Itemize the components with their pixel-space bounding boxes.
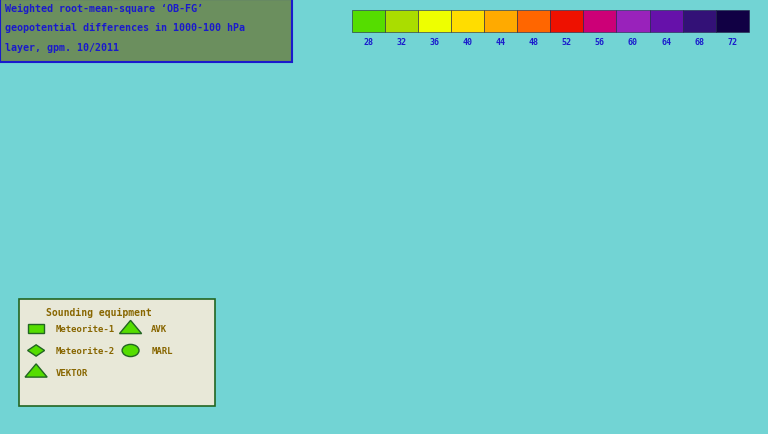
Ellipse shape <box>122 345 139 357</box>
Text: Weighted root-mean-square ‘OB-FG’: Weighted root-mean-square ‘OB-FG’ <box>5 3 204 13</box>
FancyBboxPatch shape <box>385 11 418 33</box>
Text: 36: 36 <box>429 38 439 47</box>
FancyBboxPatch shape <box>550 11 584 33</box>
FancyBboxPatch shape <box>484 11 517 33</box>
FancyBboxPatch shape <box>451 11 484 33</box>
FancyBboxPatch shape <box>19 299 215 406</box>
Text: 44: 44 <box>495 38 505 47</box>
FancyBboxPatch shape <box>0 0 292 63</box>
FancyBboxPatch shape <box>650 11 683 33</box>
Text: geopotential differences in 1000-100 hPa: geopotential differences in 1000-100 hPa <box>5 23 246 33</box>
Text: layer, gpm. 10/2011: layer, gpm. 10/2011 <box>5 43 119 53</box>
Text: Sounding equipment: Sounding equipment <box>46 307 152 317</box>
FancyBboxPatch shape <box>418 11 451 33</box>
Polygon shape <box>25 364 47 377</box>
FancyBboxPatch shape <box>617 11 650 33</box>
Text: 48: 48 <box>528 38 538 47</box>
FancyBboxPatch shape <box>28 325 44 333</box>
Text: 56: 56 <box>595 38 605 47</box>
Text: 64: 64 <box>661 38 671 47</box>
Text: 32: 32 <box>396 38 406 47</box>
Polygon shape <box>28 345 45 356</box>
Text: Meteorite-1: Meteorite-1 <box>56 325 115 333</box>
Text: MARL: MARL <box>151 346 173 355</box>
Text: 40: 40 <box>462 38 472 47</box>
FancyBboxPatch shape <box>683 11 716 33</box>
Text: VEKTOR: VEKTOR <box>56 368 88 377</box>
Text: 52: 52 <box>562 38 572 47</box>
Text: 28: 28 <box>363 38 373 47</box>
FancyBboxPatch shape <box>716 11 749 33</box>
FancyBboxPatch shape <box>517 11 550 33</box>
FancyBboxPatch shape <box>584 11 617 33</box>
Text: AVK: AVK <box>151 325 167 333</box>
FancyBboxPatch shape <box>352 11 385 33</box>
Text: Meteorite-2: Meteorite-2 <box>56 346 115 355</box>
Text: 60: 60 <box>628 38 638 47</box>
Text: 68: 68 <box>694 38 704 47</box>
Polygon shape <box>120 321 141 334</box>
Text: 72: 72 <box>727 38 737 47</box>
